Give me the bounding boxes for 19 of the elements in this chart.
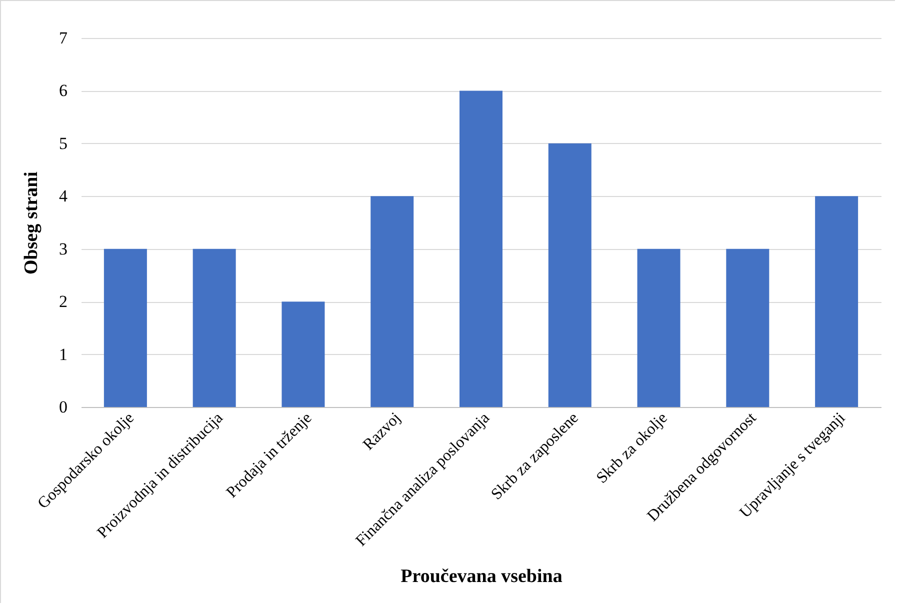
y-tick-label: 5 [59,134,68,153]
bar [460,90,502,407]
bar [548,143,592,407]
bar [192,248,236,407]
y-tick-label: 3 [59,239,68,258]
bar [637,248,680,407]
bar [104,248,147,407]
bar [370,196,414,407]
y-axis-title: Obseg strani [21,172,42,274]
y-tick-label: 6 [59,81,68,100]
bar [726,248,770,407]
bar [282,302,325,407]
x-axis-title: Proučevana vsebina [400,566,563,587]
y-tick-label: 0 [59,398,68,416]
y-tick-label: 7 [59,28,68,48]
y-tick-label: 2 [59,292,68,312]
bar [815,196,858,407]
y-tick-label: 1 [59,344,68,364]
y-tick-label: 4 [59,186,68,206]
